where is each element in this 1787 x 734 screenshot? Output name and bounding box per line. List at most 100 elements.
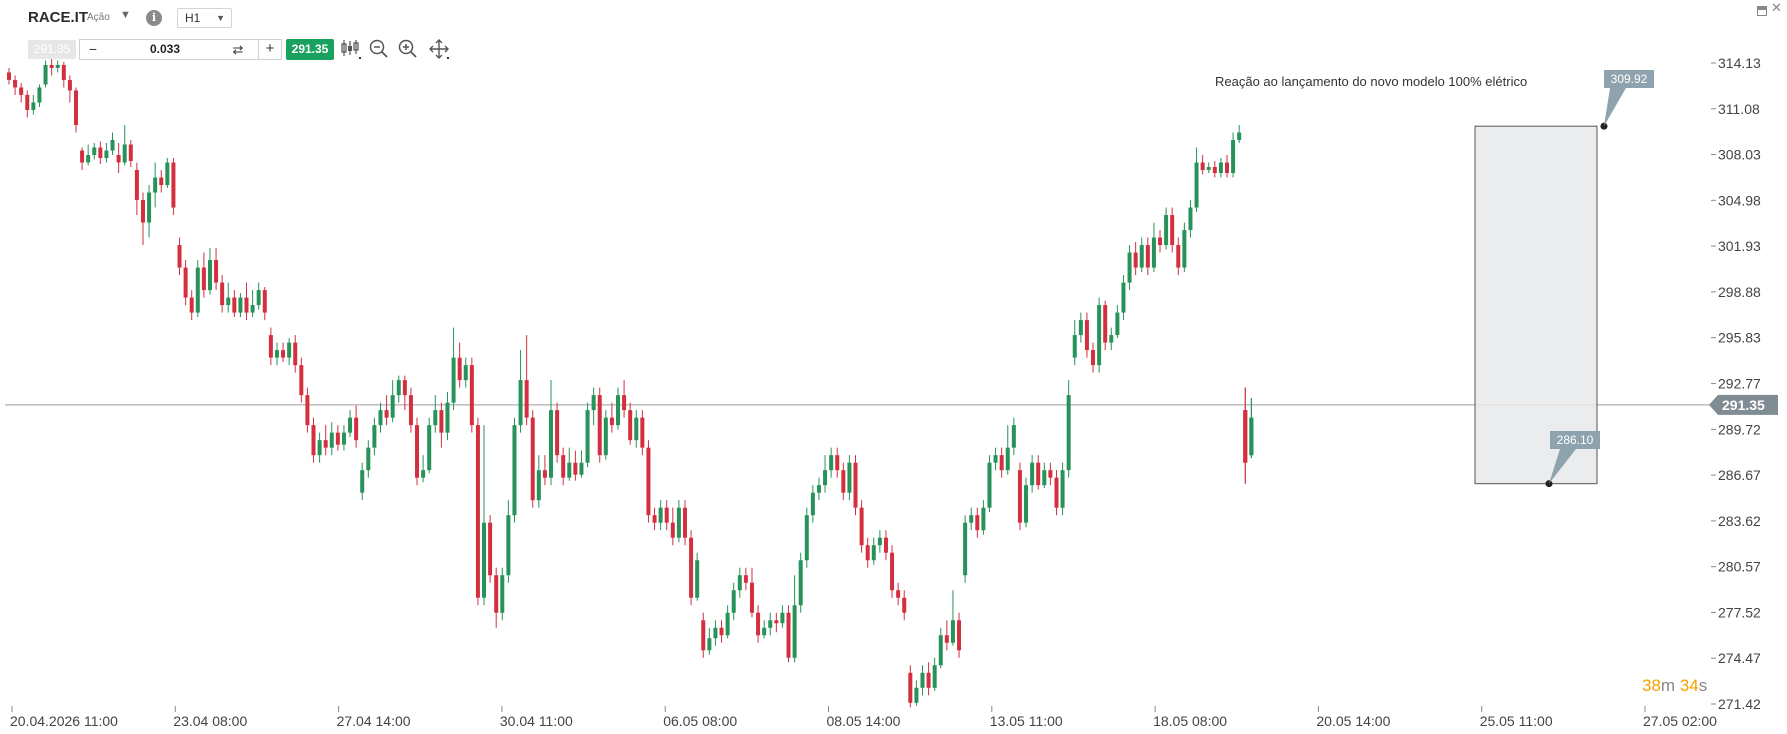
countdown-minutes-unit: m [1660, 676, 1676, 695]
candle-body [816, 485, 821, 493]
candle-body [603, 417, 608, 456]
minimize-icon[interactable] [1757, 3, 1767, 16]
candle [311, 417, 316, 463]
close-icon[interactable]: ✕ [1771, 0, 1782, 15]
candle-body [774, 620, 779, 624]
candle-body [86, 155, 91, 163]
candle [183, 260, 188, 306]
info-icon[interactable]: i [146, 10, 162, 26]
candle [841, 462, 846, 501]
annotation-layer[interactable]: 309.92 286.10 Reação ao lançamento do novo… [1215, 70, 1654, 488]
candle [396, 375, 401, 403]
candle [725, 605, 730, 639]
candle-body [524, 380, 529, 418]
candle-body [13, 79, 18, 88]
candle [195, 260, 200, 318]
x-tick-label: 20.04.2026 11:00 [10, 713, 118, 729]
candle-body [177, 245, 182, 268]
candle-body [427, 425, 432, 471]
candle [1225, 155, 1229, 178]
candle-body [549, 410, 554, 478]
candle-body [542, 470, 547, 478]
candle [329, 422, 334, 456]
candle-body [622, 395, 627, 411]
candle [348, 410, 353, 438]
candle [439, 402, 444, 448]
candle [1084, 312, 1089, 358]
candle [7, 67, 11, 85]
candle-body [847, 462, 852, 493]
candle-body [938, 635, 943, 666]
candle [262, 287, 267, 321]
candle [189, 290, 194, 321]
candle [451, 327, 456, 411]
candle-body [585, 410, 590, 463]
candle-body [116, 155, 121, 163]
candle [1078, 312, 1083, 343]
timeframe-select[interactable]: H1 ▼ [177, 8, 232, 28]
candle-body [896, 590, 901, 598]
candle-body [695, 560, 700, 598]
candle-body [792, 605, 797, 658]
candle [408, 387, 413, 433]
candle-body [749, 582, 754, 613]
annotation-handle-top[interactable] [1600, 122, 1608, 130]
candle-body [153, 177, 158, 193]
pan-crosshair-icon[interactable] [427, 37, 451, 61]
symbol-label[interactable]: RACE.IT [28, 9, 88, 26]
candle [98, 141, 103, 165]
candle [299, 357, 304, 403]
candle-body [250, 305, 255, 313]
quantity-input[interactable]: 0.033 [149, 42, 181, 56]
candle-body [1042, 470, 1047, 486]
chart-type-icon[interactable] [339, 37, 363, 61]
candle-body [55, 64, 60, 68]
candle-body [80, 150, 85, 163]
candle-body [1024, 485, 1029, 523]
candle [1005, 425, 1010, 475]
candle [1048, 462, 1053, 486]
swap-icon[interactable]: ⇄ [232, 42, 244, 57]
candle-body [1182, 230, 1187, 268]
candle [591, 387, 596, 426]
candle [542, 455, 547, 486]
x-tick-label: 08.05 14:00 [827, 713, 901, 729]
candle [1030, 455, 1035, 493]
annotation-rectangle[interactable] [1474, 125, 1598, 485]
y-tick-label: 295.83 [1718, 330, 1761, 346]
chevron-down-icon[interactable]: ▼ [120, 9, 131, 21]
candle-body [195, 267, 200, 313]
candle-body [122, 144, 127, 163]
quantity-increase-button[interactable]: + [265, 40, 275, 57]
quantity-decrease-button[interactable]: − [88, 41, 98, 57]
candle [530, 410, 535, 508]
candle-body [31, 102, 36, 110]
candle-body [1206, 167, 1211, 171]
candle [609, 402, 614, 433]
candle-body [287, 342, 292, 358]
candle-body [134, 170, 139, 201]
zoom-out-icon[interactable] [367, 37, 391, 61]
candle [268, 327, 273, 366]
candle-body [61, 64, 66, 80]
candle-body [658, 507, 663, 523]
zoom-in-icon[interactable] [396, 37, 420, 61]
candle-body [482, 522, 487, 598]
candle [488, 515, 493, 583]
sell-price-button[interactable]: 291.35 [28, 40, 76, 59]
candle [1091, 342, 1096, 373]
candle-body [768, 620, 773, 628]
candle-body [969, 515, 974, 523]
countdown-minutes: 38 [1642, 676, 1661, 695]
candle-body [25, 94, 30, 110]
candle [616, 387, 620, 430]
candle-body [670, 522, 675, 538]
candle-body [1121, 282, 1126, 313]
candle-body [1103, 305, 1108, 343]
buy-price-button[interactable]: 291.35 [286, 39, 334, 60]
candle-body [993, 455, 998, 463]
candle [1024, 477, 1029, 528]
candle [1182, 222, 1187, 273]
candle [1036, 455, 1041, 490]
